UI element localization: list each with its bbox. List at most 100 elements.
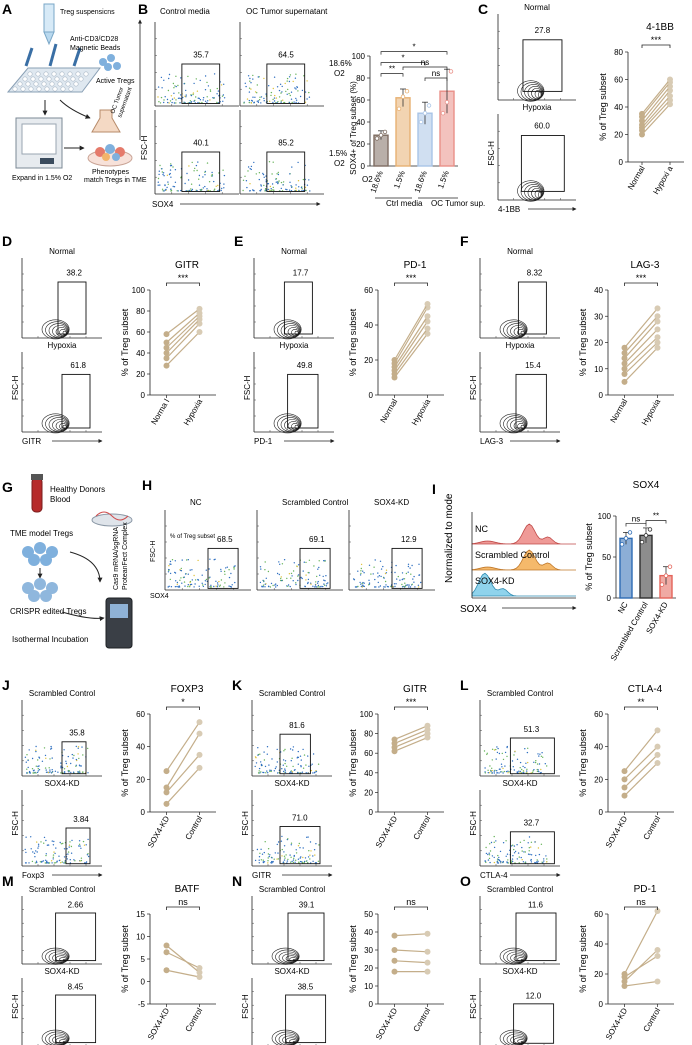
scatter-event xyxy=(63,768,66,770)
contour-ring xyxy=(284,419,300,432)
h-col-title-sox4kd: SOX4-KD xyxy=(374,498,409,507)
scatter-event xyxy=(271,758,273,760)
scatter-event xyxy=(49,769,51,771)
scatter-event xyxy=(216,586,219,588)
scatter-event xyxy=(44,859,47,861)
scatter-event xyxy=(297,180,300,182)
sig-bracket xyxy=(402,66,448,70)
well-cell xyxy=(78,76,84,82)
contour-ring xyxy=(45,949,70,965)
data-point xyxy=(196,974,203,980)
scatter-event xyxy=(54,770,57,772)
gate-value: 32.7 xyxy=(524,819,540,828)
panel-letter-n: N xyxy=(232,873,242,889)
scatter-event xyxy=(258,862,260,864)
scatter-event xyxy=(521,859,523,861)
scatter-event xyxy=(260,184,262,186)
scatter-event xyxy=(278,561,280,563)
scatter-event xyxy=(299,772,301,774)
scatter-event xyxy=(540,768,542,771)
scatter-event xyxy=(67,769,70,772)
scatter-event xyxy=(204,75,207,77)
scatter-event xyxy=(524,766,526,769)
scatter-event xyxy=(257,101,260,104)
sig-bracket xyxy=(424,77,448,81)
flow-x-axis-label: 4-1BB xyxy=(498,205,520,214)
scatter-event xyxy=(508,771,510,773)
scatter-event xyxy=(73,859,75,861)
panel-letter-l: L xyxy=(460,677,469,693)
scatter-event xyxy=(272,101,274,104)
contour-ring xyxy=(520,424,525,430)
gate-value: 69.1 xyxy=(309,535,325,544)
scatter-event xyxy=(243,102,245,104)
contour-ring xyxy=(527,86,543,100)
scatter-event xyxy=(308,91,310,94)
scatter-event xyxy=(190,101,193,103)
scatter-event xyxy=(53,840,55,843)
scatter-event xyxy=(206,96,208,98)
data-point xyxy=(391,947,398,953)
scatter-event xyxy=(315,586,318,588)
data-point xyxy=(667,76,673,83)
data-point xyxy=(654,953,661,959)
h-flow-plot: 69.1 xyxy=(256,510,343,591)
sig-label: *** xyxy=(651,35,662,45)
scatter-event xyxy=(70,762,72,765)
scatter-event xyxy=(491,770,493,772)
well-cell xyxy=(43,71,49,77)
scatter-event xyxy=(70,845,73,848)
scatter-event xyxy=(173,102,176,104)
scatter-event xyxy=(360,563,363,566)
data-point xyxy=(163,344,170,351)
scatter-event xyxy=(260,848,262,850)
sig-label: *** xyxy=(178,273,189,283)
scatter-event xyxy=(183,83,185,85)
scatter-event xyxy=(70,852,73,854)
treg-cluster-icon xyxy=(22,542,58,566)
scatter-event xyxy=(489,772,491,774)
label-isothermal: Isothermal Incubation xyxy=(12,635,89,644)
chart-x-tick-label: SOX4-KD xyxy=(604,814,629,849)
data-point xyxy=(196,764,203,771)
scatter-event xyxy=(226,566,228,568)
scatter-event xyxy=(496,751,499,754)
data-point xyxy=(621,365,628,372)
scatter-event xyxy=(38,765,40,767)
scatter-event xyxy=(281,85,283,88)
scatter-event xyxy=(260,102,262,104)
flow-y-axis-label: FSC-H xyxy=(241,994,250,1019)
scatter-event xyxy=(256,100,258,103)
scatter-event xyxy=(87,838,89,841)
scatter-event xyxy=(290,91,293,93)
scatter-event xyxy=(299,847,301,849)
gate-value: 40.1 xyxy=(193,138,209,147)
contour-ring xyxy=(291,328,299,336)
scatter-event xyxy=(287,584,290,586)
gate-box xyxy=(515,912,557,962)
scatter-event xyxy=(267,585,270,587)
scatter-event xyxy=(66,765,69,768)
data-point xyxy=(639,131,645,138)
scatter-event xyxy=(262,859,264,861)
label-expand: Expand in 1.5% O2 xyxy=(12,175,72,182)
scatter-event xyxy=(290,577,292,579)
scatter-event xyxy=(174,169,177,171)
scatter-event xyxy=(174,560,176,562)
contour-ring xyxy=(41,413,70,434)
well-cell xyxy=(36,86,42,92)
sig-label: ns xyxy=(421,58,429,67)
scatter-event xyxy=(67,853,69,855)
scatter-event xyxy=(276,858,278,860)
paired-line xyxy=(166,969,200,978)
scatter-event xyxy=(261,586,263,588)
chart-y-label: % of Treg subset xyxy=(120,729,130,797)
well-cell xyxy=(17,81,23,87)
sig-bracket xyxy=(624,706,658,710)
scatter-event xyxy=(514,750,516,752)
pipette-icon xyxy=(24,43,82,67)
scatter-event xyxy=(50,745,52,748)
scatter-event xyxy=(209,586,212,588)
scatter-event xyxy=(204,185,206,188)
scatter-event xyxy=(267,848,270,850)
